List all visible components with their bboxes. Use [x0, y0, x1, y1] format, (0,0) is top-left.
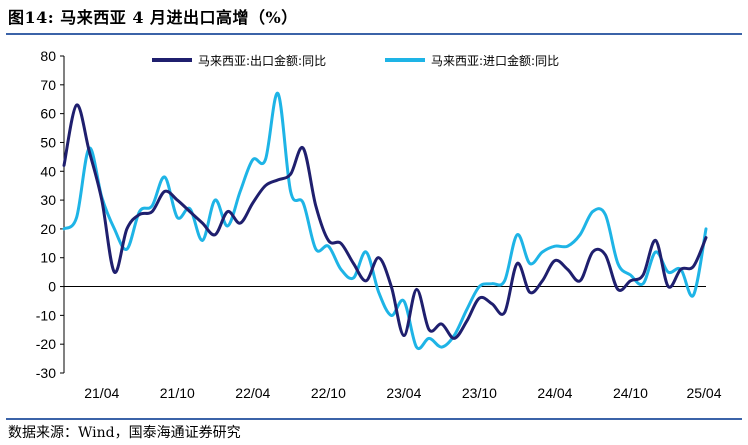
chart-axes: 80 70 60 50 40 30 20 10 0 -10 -20 -30 21/04 21/10 22/0…	[36, 48, 722, 401]
y-tick-label: 40	[40, 163, 56, 179]
line-chart: 80 70 60 50 40 30 20 10 0 -10 -20 -30 21/04 21/10 22/0…	[36, 48, 722, 401]
import-yoy-line	[62, 91, 708, 351]
y-tick-label: 20	[40, 221, 56, 237]
y-tick-label: -20	[36, 336, 56, 352]
x-tick-label: 23/04	[386, 385, 421, 401]
x-tick-label: 24/10	[613, 385, 648, 401]
x-tick-label: 24/04	[537, 385, 572, 401]
x-tick-label: 23/10	[462, 385, 497, 401]
y-tick-label: 60	[40, 106, 56, 122]
x-tick-label: 21/04	[84, 385, 119, 401]
chart-legend: 马来西亚:出口金额:同比 马来西亚:进口金额:同比	[152, 53, 559, 68]
bottom-rule	[6, 418, 742, 420]
y-tick-label: 70	[40, 77, 56, 93]
y-tick-label: 50	[40, 134, 56, 150]
export-yoy-line	[62, 103, 708, 340]
x-tick-label: 25/04	[686, 385, 721, 401]
y-tick-label: -10	[36, 307, 56, 323]
x-tick-label: 21/10	[160, 385, 195, 401]
legend-label: 马来西亚:出口金额:同比	[198, 53, 326, 68]
source-note: 数据来源：Wind，国泰海通证券研究	[8, 425, 241, 441]
x-tick-label: 22/04	[235, 385, 270, 401]
y-tick-label: -30	[36, 365, 56, 381]
top-rule	[6, 33, 742, 35]
chart-title: 图14: 马来西亚 4 月进出口高增（%）	[8, 8, 298, 27]
series-layer	[62, 91, 708, 351]
legend-label: 马来西亚:进口金额:同比	[431, 53, 559, 68]
y-tick-label: 30	[40, 192, 56, 208]
x-tick-label: 22/10	[311, 385, 346, 401]
y-tick-label: 0	[48, 279, 56, 295]
y-tick-label: 80	[40, 48, 56, 64]
y-tick-label: 10	[40, 250, 56, 266]
